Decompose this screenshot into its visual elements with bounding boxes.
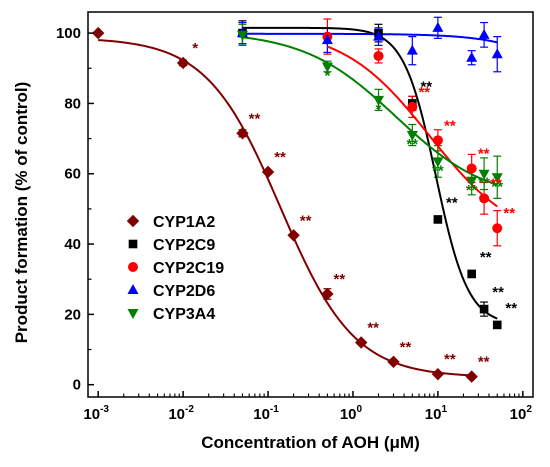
cyp1a2-point — [354, 336, 368, 349]
cyp2c9-point — [479, 304, 489, 314]
y-tick-label: 40 — [64, 236, 81, 253]
cyp2c9-significance-label: ** — [505, 300, 517, 317]
y-tick-label: 20 — [64, 306, 81, 323]
cyp2c19-significance-label: ** — [478, 145, 490, 162]
cyp2c9-point — [492, 320, 502, 330]
cyp1a2-significance-label: ** — [444, 351, 456, 368]
cyp1a2-point — [287, 229, 300, 242]
y-axis-title: Product formation (% of control) — [12, 82, 31, 344]
cyp3a4-significance-label: ** — [406, 136, 418, 153]
x-tick-label: 102 — [510, 404, 533, 423]
cyp2c19-fit-curve — [327, 45, 498, 208]
x-axis-title: Concentration of AOH (μM) — [201, 433, 419, 452]
cyp1a2-significance-label: * — [192, 40, 198, 57]
data-points — [91, 21, 503, 383]
cyp2d6-point — [478, 28, 490, 39]
cyp1a2-fit-curve — [98, 39, 472, 377]
cyp2d6-point — [466, 51, 478, 62]
cyp2c9-significance-label: ** — [492, 284, 504, 301]
cyp3a4-point — [466, 176, 478, 187]
cyp2d6-point — [491, 48, 503, 59]
cyp1a2-legend-marker — [126, 214, 140, 228]
cyp3a4-point — [236, 30, 248, 41]
cyp2c19-point — [373, 50, 384, 61]
cyp2c9-point — [433, 215, 443, 224]
x-tick-label: 10-1 — [253, 404, 279, 423]
cyp2c9-significance-label: ** — [420, 78, 432, 95]
cyp2c19-point — [432, 135, 443, 146]
cyp1a2-significance-label: ** — [249, 110, 261, 127]
cyp1a2-significance-label: ** — [400, 339, 412, 356]
cyp2d6-fit-curve — [242, 32, 498, 44]
cyp2d6-point — [321, 34, 333, 45]
cyp2c19-legend-marker — [128, 262, 138, 272]
cyp1a2-point — [431, 367, 445, 381]
cyp1a2-significance-label: ** — [274, 149, 286, 166]
cyp3a4-point — [321, 62, 333, 73]
cyp3a4-point — [406, 131, 418, 142]
cyp2c19-point — [492, 223, 503, 234]
cyp2d6-legend-marker — [127, 284, 139, 294]
cyp3a4-fit-curve — [242, 36, 498, 186]
cyp1a2-point — [91, 26, 105, 40]
x-axis-ticks: 10-3 10-2 10-1 100 101 102 — [83, 391, 532, 423]
cyp2c19-significance-label: ** — [444, 117, 456, 134]
cyp2c9-significance-label: ** — [480, 249, 492, 266]
x-tick-label: 100 — [340, 404, 363, 423]
cyp3a4-significance-label: ** — [466, 182, 478, 199]
cyp1a2-point — [176, 56, 190, 70]
cyp2c9-significance-label: ** — [446, 194, 458, 211]
cyp2c19-significance-label: ** — [503, 205, 515, 222]
cyp2c19-point — [407, 101, 418, 112]
cyp1a2-significance-label: ** — [300, 212, 312, 229]
cyp3a4-point — [373, 95, 385, 106]
cyp1a2-point — [236, 127, 249, 140]
cyp2c19-legend-label: CYP2C19 — [153, 260, 224, 277]
cyp3a4-point — [491, 173, 503, 184]
cyp3a4-significance-label: ** — [432, 162, 444, 179]
y-tick-label: 0 — [73, 377, 81, 394]
cyp1a2-point — [387, 355, 400, 369]
cyp1a2-significance-label: ** — [478, 354, 490, 371]
cyp3a4-significance-label: * — [324, 67, 330, 84]
y-tick-label: 100 — [56, 25, 81, 42]
cyp2d6-point — [373, 30, 385, 41]
significance-labels: *************** *************************… — [192, 40, 517, 371]
cyp3a4-significance-label: ** — [478, 175, 490, 192]
cyp2c9-legend-marker — [128, 239, 138, 249]
cyp1a2-point — [465, 370, 478, 383]
cyp2c19-significance-label: ** — [418, 84, 430, 101]
cyp1a2-significance-label: ** — [334, 271, 346, 288]
y-axis-ticks: 0 20 40 60 80 100 — [56, 25, 94, 394]
cyp3a4-legend-label: CYP3A4 — [153, 306, 215, 323]
cyp3a4-significance-label: * — [376, 101, 382, 118]
cyp3a4-legend-marker — [127, 309, 139, 319]
fit-curves — [98, 26, 498, 377]
y-tick-label: 60 — [64, 166, 81, 183]
cyp1a2-point — [321, 287, 334, 301]
y-tick-label: 80 — [64, 95, 81, 112]
cyp2c19-point — [466, 163, 477, 174]
cyp3a4-point — [432, 157, 444, 168]
x-tick-label: 10-2 — [168, 404, 194, 423]
legend: CYP1A2 CYP2C9 CYP2C19 CYP2D6 CYP3A4 — [126, 214, 224, 323]
cyp2c19-significance-label: ** — [490, 175, 502, 192]
cyp2d6-point — [432, 21, 444, 32]
cyp2c9-point — [467, 269, 476, 279]
cyp2c9-fit-curve — [242, 26, 498, 320]
cyp2d6-legend-label: CYP2D6 — [153, 283, 215, 300]
cyp2d6-point — [406, 44, 418, 55]
cyp1a2-legend-label: CYP1A2 — [153, 214, 215, 231]
cyp1a2-point — [261, 165, 275, 179]
plot-area-frame — [87, 11, 534, 398]
x-tick-label: 10-3 — [83, 404, 109, 423]
cyp3a4-point — [478, 169, 490, 180]
cyp2c9-legend-label: CYP2C9 — [153, 237, 215, 254]
x-tick-label: 101 — [425, 404, 448, 423]
cyp3a4-significance-label: ** — [491, 178, 503, 195]
cyp1a2-significance-label: ** — [367, 320, 379, 337]
cyp2c19-point — [479, 193, 490, 204]
